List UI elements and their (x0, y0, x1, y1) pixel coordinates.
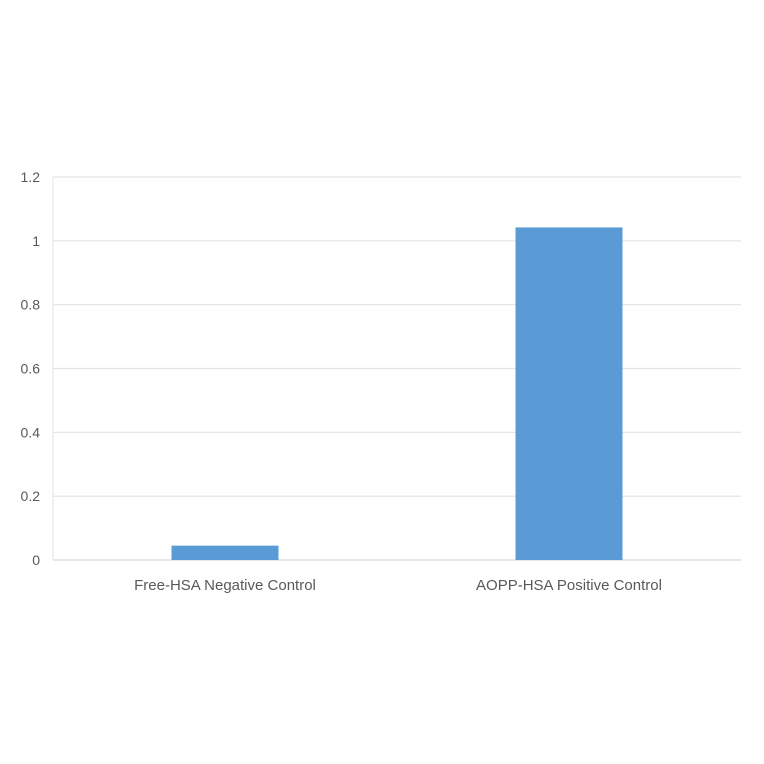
y-axis-ticks: 0 0.2 0.4 0.6 0.8 1 1.2 (21, 169, 41, 568)
y-tick-label: 1.2 (21, 169, 41, 185)
gridlines (52, 176, 741, 561)
y-tick-label: 0.6 (21, 361, 41, 377)
bar (515, 227, 623, 560)
bars (171, 227, 623, 560)
y-tick-label: 0 (32, 552, 40, 568)
y-tick-label: 0.4 (21, 424, 41, 440)
x-axis-labels: Free-HSA Negative Control AOPP-HSA Positi… (134, 577, 662, 594)
bar (171, 545, 279, 560)
y-tick-label: 0.2 (21, 488, 41, 504)
x-category-label: Free-HSA Negative Control (134, 577, 316, 594)
x-category-label: AOPP-HSA Positive Control (476, 577, 662, 594)
y-tick-label: 0.8 (21, 297, 41, 313)
y-tick-label: 1 (32, 233, 40, 249)
